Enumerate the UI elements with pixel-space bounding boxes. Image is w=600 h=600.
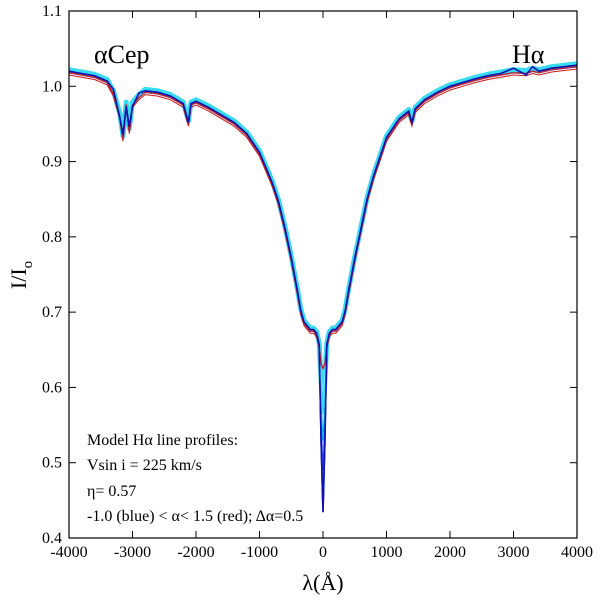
y-tick-label: 0.5 <box>42 455 62 472</box>
y-tick-label: 0.8 <box>42 229 62 246</box>
y-axis-title: I/Io <box>6 261 36 289</box>
plot-area <box>69 11 577 538</box>
x-tick-label: 4000 <box>561 544 593 561</box>
annotation-line-2: Vsin i = 225 km/s <box>87 457 202 474</box>
corner-label-line: Hα <box>512 40 545 69</box>
y-tick-label: 0.4 <box>42 530 62 547</box>
y-tick-label: 0.6 <box>42 379 62 396</box>
axis-ticks <box>68 10 578 539</box>
x-tick-label: 1000 <box>371 544 403 561</box>
x-tick-label: -1000 <box>241 544 278 561</box>
y-tick-label: 1.0 <box>42 78 62 95</box>
x-axis-title: λ(Å) <box>302 570 343 595</box>
x-tick-label: 0 <box>319 544 327 561</box>
series-line-blue <box>69 64 577 512</box>
x-tick-label: -4000 <box>50 544 87 561</box>
annotation-line-1: Model Hα line profiles: <box>87 432 238 449</box>
annotation-line-3: η= 0.57 <box>87 483 136 500</box>
corner-label-star: αCep <box>94 40 150 69</box>
profile-curves <box>69 61 577 513</box>
y-tick-label: 1.1 <box>42 3 62 20</box>
x-tick-label: 3000 <box>498 544 530 561</box>
y-tick-label: 0.7 <box>42 304 62 321</box>
x-tick-label: -3000 <box>114 544 151 561</box>
axis-tick-labels: -4000 -3000 -2000 -1000 0 1000 2000 3000 4000 0.4… <box>42 3 593 561</box>
y-tick-label: 0.9 <box>42 154 62 171</box>
annotation-line-4: -1.0 (blue) < α< 1.5 (red); Δα=0.5 <box>87 508 303 525</box>
x-tick-label: -2000 <box>177 544 214 561</box>
x-tick-label: 2000 <box>434 544 466 561</box>
